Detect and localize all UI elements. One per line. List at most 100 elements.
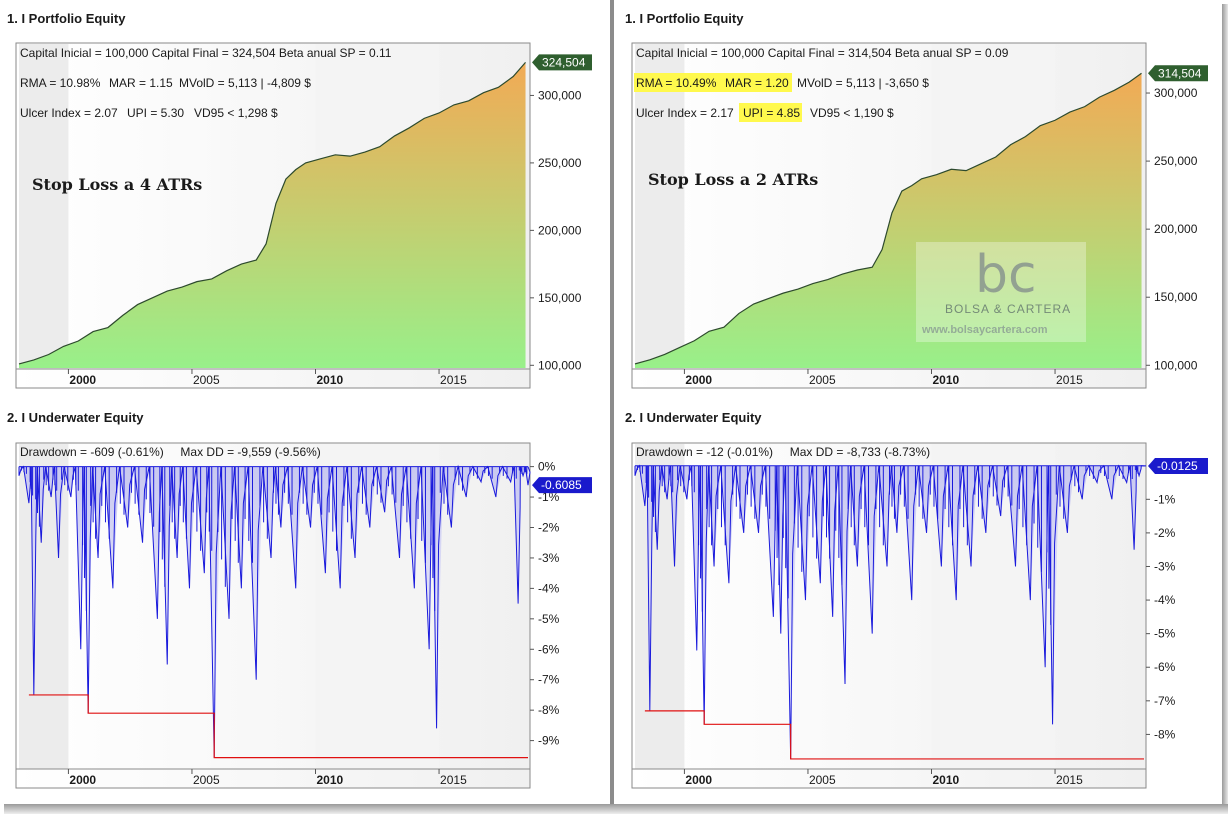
left-eq-y-tick-label: 100,000 bbox=[538, 358, 582, 372]
left-uw-chart: 2000 2005 2010 2015 0% -1% -2% -3% -4% -5% -6% -7% -… bbox=[15, 442, 592, 789]
right-eq-x-tick-label: 2000 bbox=[685, 373, 712, 387]
left-eq-y-tick-label: 200,000 bbox=[538, 223, 582, 237]
right-eq-y-tick-label: 100,000 bbox=[1154, 358, 1198, 372]
left-eq-y-tick-label: 150,000 bbox=[538, 291, 582, 305]
right-uw-x-tick-label: 2000 bbox=[685, 773, 712, 787]
watermark: bc BOLSA & CARTERA www.bolsaycartera.com bbox=[916, 242, 1086, 342]
left-uw-y-tick-label: -6% bbox=[538, 642, 560, 656]
right-uw-y-tick-label: -6% bbox=[1154, 660, 1176, 674]
left-eq-y-tick-label: 300,000 bbox=[538, 88, 582, 102]
window-shadow-right bbox=[1222, 4, 1228, 810]
right-uw-y-tick-label: -4% bbox=[1154, 593, 1176, 607]
right-eq-x-tick-label: 2010 bbox=[933, 373, 960, 387]
watermark-logo: bc bbox=[975, 245, 1037, 305]
left-uw-y-tick-label: -2% bbox=[538, 520, 560, 534]
left-eq-value-flag-label: 324,504 bbox=[542, 55, 586, 69]
left-uw-y-tick-label: -5% bbox=[538, 612, 560, 626]
left-uw-x-tick-label: 2005 bbox=[193, 773, 220, 787]
right-equity-mvold: MVolD = 5,113 | -3,650 $ bbox=[797, 76, 929, 90]
left-eq-line bbox=[18, 61, 526, 365]
right-eq-area bbox=[635, 73, 1142, 368]
left-eq-x-tick-label: 2010 bbox=[317, 373, 344, 387]
right-equity-upi: UPI = 4.85 bbox=[743, 106, 800, 120]
left-uw-y-tick-label: -1% bbox=[538, 490, 560, 504]
left-equity-info-line1: Capital Inicial = 100,000 Capital Final … bbox=[20, 46, 392, 60]
right-equity-title: 1. I Portfolio Equity bbox=[625, 11, 744, 26]
left-underwater-info: Drawdown = -609 (-0.61%) Max DD = -9,559… bbox=[20, 445, 321, 459]
right-uw-y-tick-label: -7% bbox=[1154, 694, 1176, 708]
left-eq-x-tick-label: 2005 bbox=[193, 373, 220, 387]
right-eq-y-tick-label: 250,000 bbox=[1154, 154, 1198, 168]
right-rma-mar-highlight bbox=[634, 73, 792, 92]
right-eq-y-tick-label: 200,000 bbox=[1154, 222, 1198, 236]
right-eq-value-flag-label: 314,504 bbox=[1158, 66, 1202, 80]
left-eq-value-flag bbox=[532, 54, 592, 71]
left-equity-rma: RMA = 10.98% bbox=[20, 76, 101, 90]
right-eq-line bbox=[634, 72, 1142, 365]
right-equity-ulcer: Ulcer Index = 2.17 bbox=[636, 106, 734, 120]
left-uw-x-tick-label: 2015 bbox=[440, 773, 467, 787]
left-uw-y-tick-label: -8% bbox=[538, 703, 560, 717]
left-equity-mar: MAR = 1.15 bbox=[109, 76, 173, 90]
left-uw-value-flag bbox=[532, 477, 592, 494]
right-underwater-title: 2. I Underwater Equity bbox=[625, 410, 762, 425]
left-uw-y-tick-label: -4% bbox=[538, 581, 560, 595]
left-equity-vd95: VD95 < 1,298 $ bbox=[194, 106, 278, 120]
left-uw-value-flag-label: -0.6085 bbox=[541, 478, 582, 492]
right-uw-y-tick-label: -1% bbox=[1154, 492, 1176, 506]
left-underwater-title: 2. I Underwater Equity bbox=[7, 410, 144, 425]
left-eq-x-tick-label: 2000 bbox=[69, 373, 96, 387]
left-equity-ulcer: Ulcer Index = 2.07 bbox=[20, 106, 118, 120]
right-equity-info-line1: Capital Inicial = 100,000 Capital Final … bbox=[636, 46, 1009, 60]
right-uw-y-tick-label: -3% bbox=[1154, 559, 1176, 573]
right-uw-maxdd-line bbox=[644, 710, 1144, 760]
right-uw-drawdown-line bbox=[634, 464, 1147, 759]
left-uw-y-tick-label: -9% bbox=[538, 734, 560, 748]
right-uw-x-tick-label: 2010 bbox=[933, 773, 960, 787]
right-equity-annotation: Stop Loss a 2 ATRs bbox=[648, 170, 818, 189]
left-equity-mvold: MVolD = 5,113 | -4,809 $ bbox=[179, 76, 311, 90]
right-eq-y-tick-label: 150,000 bbox=[1154, 290, 1198, 304]
right-eq-value-flag bbox=[1148, 65, 1208, 82]
right-eq-x-tick-label: 2005 bbox=[809, 373, 836, 387]
right-uw-value-flag bbox=[1148, 458, 1208, 475]
left-uw-drawdown-area bbox=[19, 466, 528, 758]
right-upi-highlight bbox=[739, 103, 802, 122]
left-equity-annotation: Stop Loss a 4 ATRs bbox=[32, 175, 202, 194]
left-eq-band-1990s bbox=[19, 44, 69, 369]
right-underwater-info: Drawdown = -12 (-0.01%) Max DD = -8,733 … bbox=[636, 445, 930, 459]
watermark-name: BOLSA & CARTERA bbox=[945, 302, 1071, 316]
left-equity-title: 1. I Portfolio Equity bbox=[7, 11, 126, 26]
left-uw-drawdown-line bbox=[18, 464, 531, 758]
right-uw-chart: 2000 2005 2010 2015 -1% -2% -3% -4% -5% -6% -7% -8%… bbox=[631, 442, 1208, 789]
left-uw-y-tick-label: -3% bbox=[538, 551, 560, 565]
right-eq-band-1990s bbox=[635, 44, 685, 369]
right-eq-x-tick-label: 2015 bbox=[1056, 373, 1083, 387]
right-uw-y-tick-label: -8% bbox=[1154, 727, 1176, 741]
right-eq-y-tick-label: 300,000 bbox=[1154, 86, 1198, 100]
left-uw-maxdd-line bbox=[28, 694, 528, 759]
watermark-url: www.bolsaycartera.com bbox=[921, 324, 1048, 336]
right-equity-vd95: VD95 < 1,190 $ bbox=[810, 106, 894, 120]
panel-divider bbox=[610, 0, 614, 804]
left-eq-x-tick-label: 2015 bbox=[440, 373, 467, 387]
left-uw-y-tick-label: 0% bbox=[538, 460, 556, 474]
left-uw-y-tick-label: -7% bbox=[538, 673, 560, 687]
left-eq-area bbox=[19, 62, 526, 368]
left-eq-chart: 2000 2005 2010 2015 100,000 150,000 200,000 250… bbox=[15, 42, 592, 389]
watermark-box bbox=[916, 242, 1086, 342]
left-equity-upi: UPI = 5.30 bbox=[127, 106, 184, 120]
right-equity-rma: RMA = 10.49% bbox=[636, 76, 717, 90]
right-uw-y-tick-label: -5% bbox=[1154, 627, 1176, 641]
right-equity-mar: MAR = 1.20 bbox=[725, 76, 789, 90]
right-uw-x-tick-label: 2005 bbox=[809, 773, 836, 787]
left-uw-x-tick-label: 2000 bbox=[69, 773, 96, 787]
right-uw-y-tick-label: -2% bbox=[1154, 526, 1176, 540]
right-uw-value-flag-label: -0.0125 bbox=[1157, 459, 1198, 473]
left-uw-x-tick-label: 2010 bbox=[317, 773, 344, 787]
left-eq-y-tick-label: 250,000 bbox=[538, 156, 582, 170]
right-eq-chart: 2000 2005 2010 2015 100,000 150,000 200,000 250… bbox=[631, 42, 1208, 389]
window-shadow-bottom bbox=[4, 804, 1228, 814]
right-uw-x-tick-label: 2015 bbox=[1056, 773, 1083, 787]
